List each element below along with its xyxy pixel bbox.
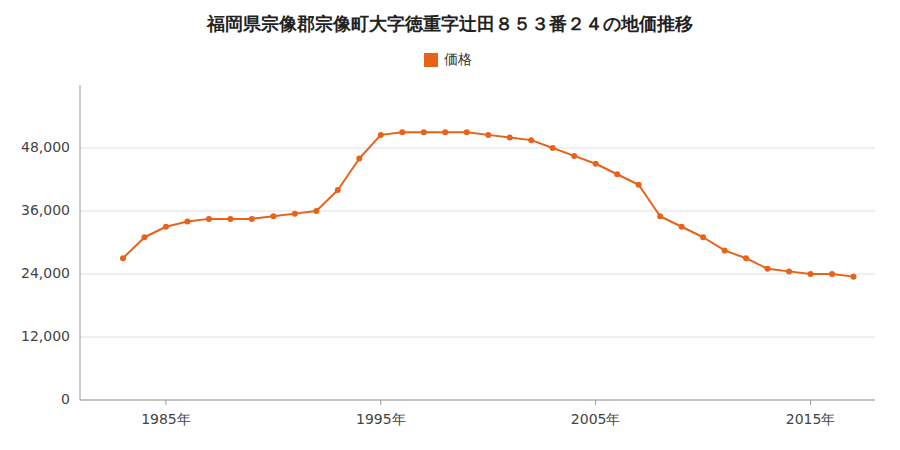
x-tick	[595, 400, 596, 405]
series-marker	[464, 129, 470, 135]
data-layer	[120, 129, 857, 279]
y-tick-label: 24,000	[21, 265, 70, 281]
legend: 価格	[424, 51, 472, 67]
series-marker	[614, 171, 620, 177]
y-tick-label: 12,000	[21, 328, 70, 344]
series-marker	[270, 213, 276, 219]
series-marker	[184, 219, 190, 225]
y-tick-label: 48,000	[21, 139, 70, 155]
series-marker	[528, 137, 534, 143]
x-axis-line	[80, 400, 875, 401]
x-tick	[380, 400, 381, 405]
grid-line	[80, 274, 875, 275]
chart-title: 福岡県宗像郡宗像町大字徳重字辻田８５３番２４の地価推移	[206, 13, 693, 34]
x-tick-label: 1995年	[356, 411, 406, 427]
series-marker	[356, 156, 362, 162]
y-tick-label: 0	[61, 391, 70, 407]
x-tick	[165, 400, 166, 405]
x-tick	[810, 400, 811, 405]
series-marker	[765, 266, 771, 272]
series-marker	[421, 129, 427, 135]
series-marker	[206, 216, 212, 222]
series-line	[123, 132, 854, 276]
legend-label: 価格	[444, 51, 472, 67]
series-marker	[120, 255, 126, 261]
series-marker	[636, 182, 642, 188]
y-tick-label: 36,000	[21, 202, 70, 218]
series-marker	[786, 268, 792, 274]
series-marker	[378, 132, 384, 138]
x-tick-label: 1985年	[141, 411, 191, 427]
series-marker	[679, 224, 685, 230]
y-axis-line	[80, 85, 81, 400]
series-marker	[399, 129, 405, 135]
chart-svg: 福岡県宗像郡宗像町大字徳重字辻田８５３番２４の地価推移 0 12,000 24,000…	[0, 0, 900, 450]
series-marker	[550, 145, 556, 151]
series-marker	[249, 216, 255, 222]
series-marker	[851, 274, 857, 280]
series-marker	[593, 161, 599, 167]
grid-line	[80, 148, 875, 149]
x-tick-label: 2005年	[571, 411, 621, 427]
series-marker	[442, 129, 448, 135]
grid-line	[80, 400, 875, 401]
legend-swatch	[424, 53, 438, 67]
series-marker	[571, 153, 577, 159]
series-marker	[808, 271, 814, 277]
series-marker	[141, 234, 147, 240]
series-marker	[163, 224, 169, 230]
series-marker	[743, 255, 749, 261]
series-marker	[335, 187, 341, 193]
series-marker	[485, 132, 491, 138]
series-marker	[292, 211, 298, 217]
chart-container: 福岡県宗像郡宗像町大字徳重字辻田８５３番２４の地価推移 0 12,000 24,000…	[0, 0, 900, 450]
series-marker	[227, 216, 233, 222]
series-marker	[657, 213, 663, 219]
series-marker	[313, 208, 319, 214]
x-tick-label: 2015年	[786, 411, 836, 427]
page: {"chart_data": { "type": "line", "title"…	[0, 0, 900, 450]
grid-line	[80, 211, 875, 212]
series-marker	[700, 234, 706, 240]
grid	[80, 148, 875, 400]
grid-line	[80, 337, 875, 338]
series-marker	[722, 247, 728, 253]
axes: 0 12,000 24,000 36,000 48,000 1985年 1995年 2005年…	[21, 85, 875, 427]
series-marker	[507, 135, 513, 141]
series-marker	[829, 271, 835, 277]
